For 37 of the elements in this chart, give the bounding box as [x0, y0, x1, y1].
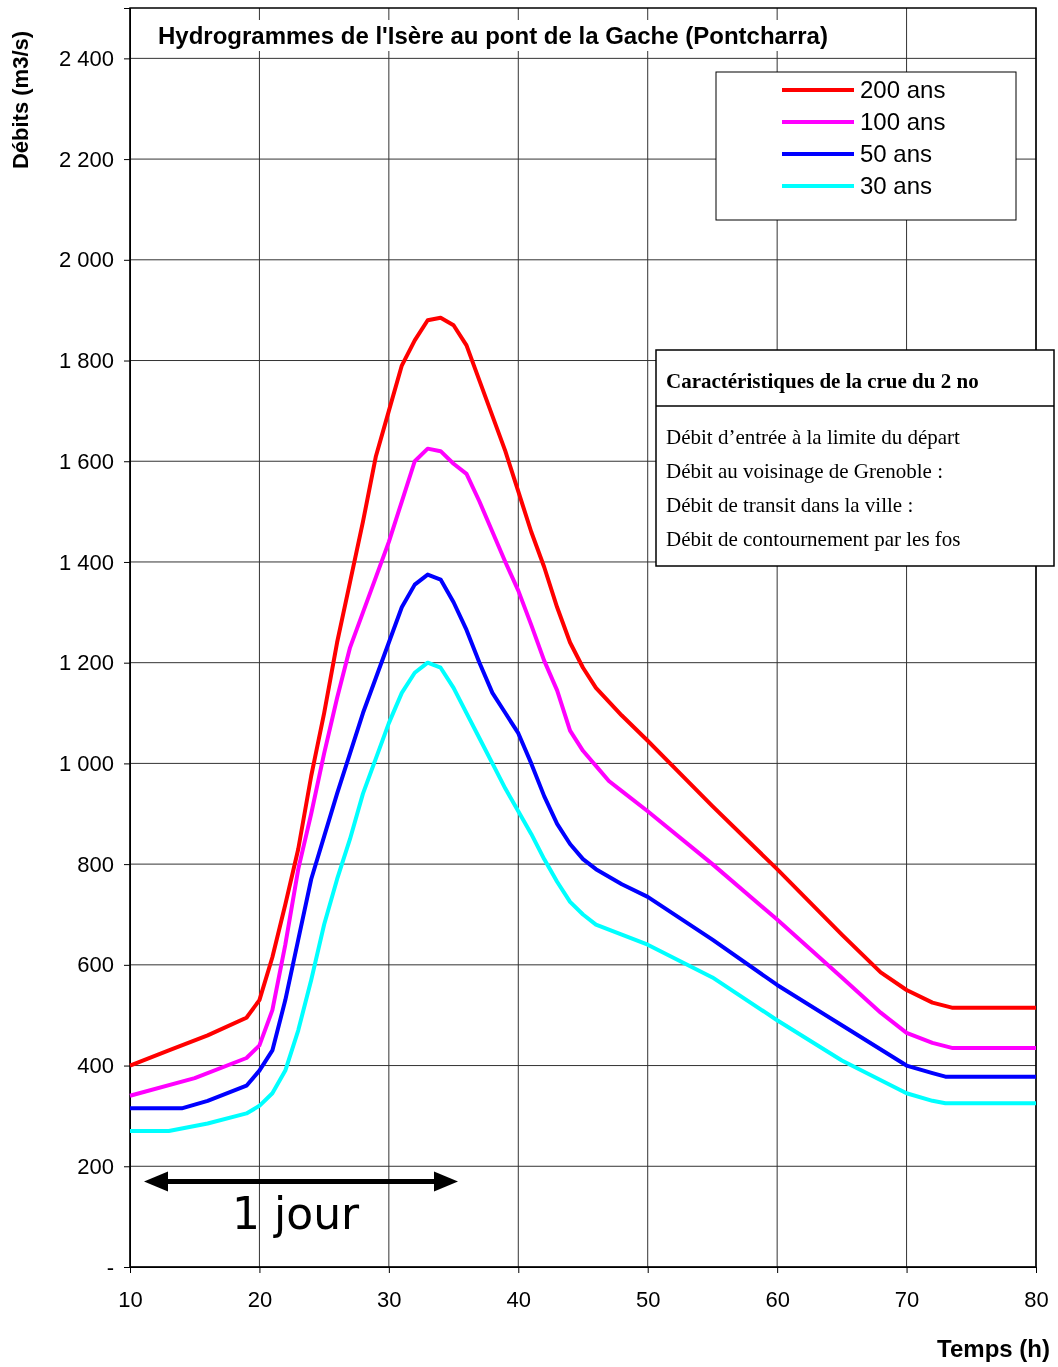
legend-label: 30 ans — [860, 172, 933, 199]
x-tick-label: 60 — [765, 1286, 790, 1312]
annotation: Caractéristiques de la crue du 2 no — [666, 369, 979, 393]
y-tick-label: 1 000 — [58, 750, 114, 776]
y-tick-label: 1 200 — [58, 650, 114, 676]
y-tick-label: 2 000 — [58, 247, 114, 273]
x-tick-label: 80 — [1024, 1286, 1049, 1312]
line-series — [128, 315, 1038, 1068]
x-tick-label: 40 — [506, 1286, 532, 1312]
line-series — [128, 660, 1038, 1134]
legend-label: 50 ans — [860, 140, 933, 167]
annotation: Débit de contournement par les fos — [666, 527, 961, 551]
y-tick-label: - — [106, 1254, 114, 1280]
annotation: Débit de transit dans la ville : — [666, 493, 914, 517]
text: Hydrogrammes de l'Isère au pont de la Gache (Pontcharra) — [158, 22, 828, 49]
y-tick-label: 1 600 — [58, 448, 114, 474]
x-tick-label: 50 — [635, 1286, 661, 1312]
annotation: Débit au voisinage de Grenoble : — [666, 459, 943, 483]
legend-label: 200 ans — [860, 76, 946, 103]
y-tick-label: 400 — [77, 1053, 114, 1079]
annotation: Débit d’entrée à la limite du départ — [666, 425, 961, 449]
x-tick-label: 20 — [247, 1286, 273, 1312]
y-tick-label: 600 — [77, 952, 114, 978]
y-tick-label: 2 200 — [58, 146, 114, 172]
y-tick-label: 200 — [77, 1153, 114, 1179]
y-axis-title: Débits (m3/s) — [8, 30, 33, 170]
y-tick-label: 2 400 — [58, 45, 114, 71]
y-tick-label: 800 — [77, 851, 114, 877]
x-tick-label: 30 — [377, 1286, 402, 1312]
x-tick-label: 10 — [118, 1286, 143, 1312]
y-tick-label: 1 400 — [58, 549, 114, 575]
legend-label: 100 ans — [860, 108, 946, 135]
line-series — [128, 572, 1038, 1111]
x-tick-label: 70 — [894, 1286, 920, 1312]
y-tick-label: 1 800 — [58, 348, 114, 374]
x-axis-title: Temps (h) — [937, 1335, 1050, 1362]
annotation: 1 jour — [232, 1188, 361, 1240]
